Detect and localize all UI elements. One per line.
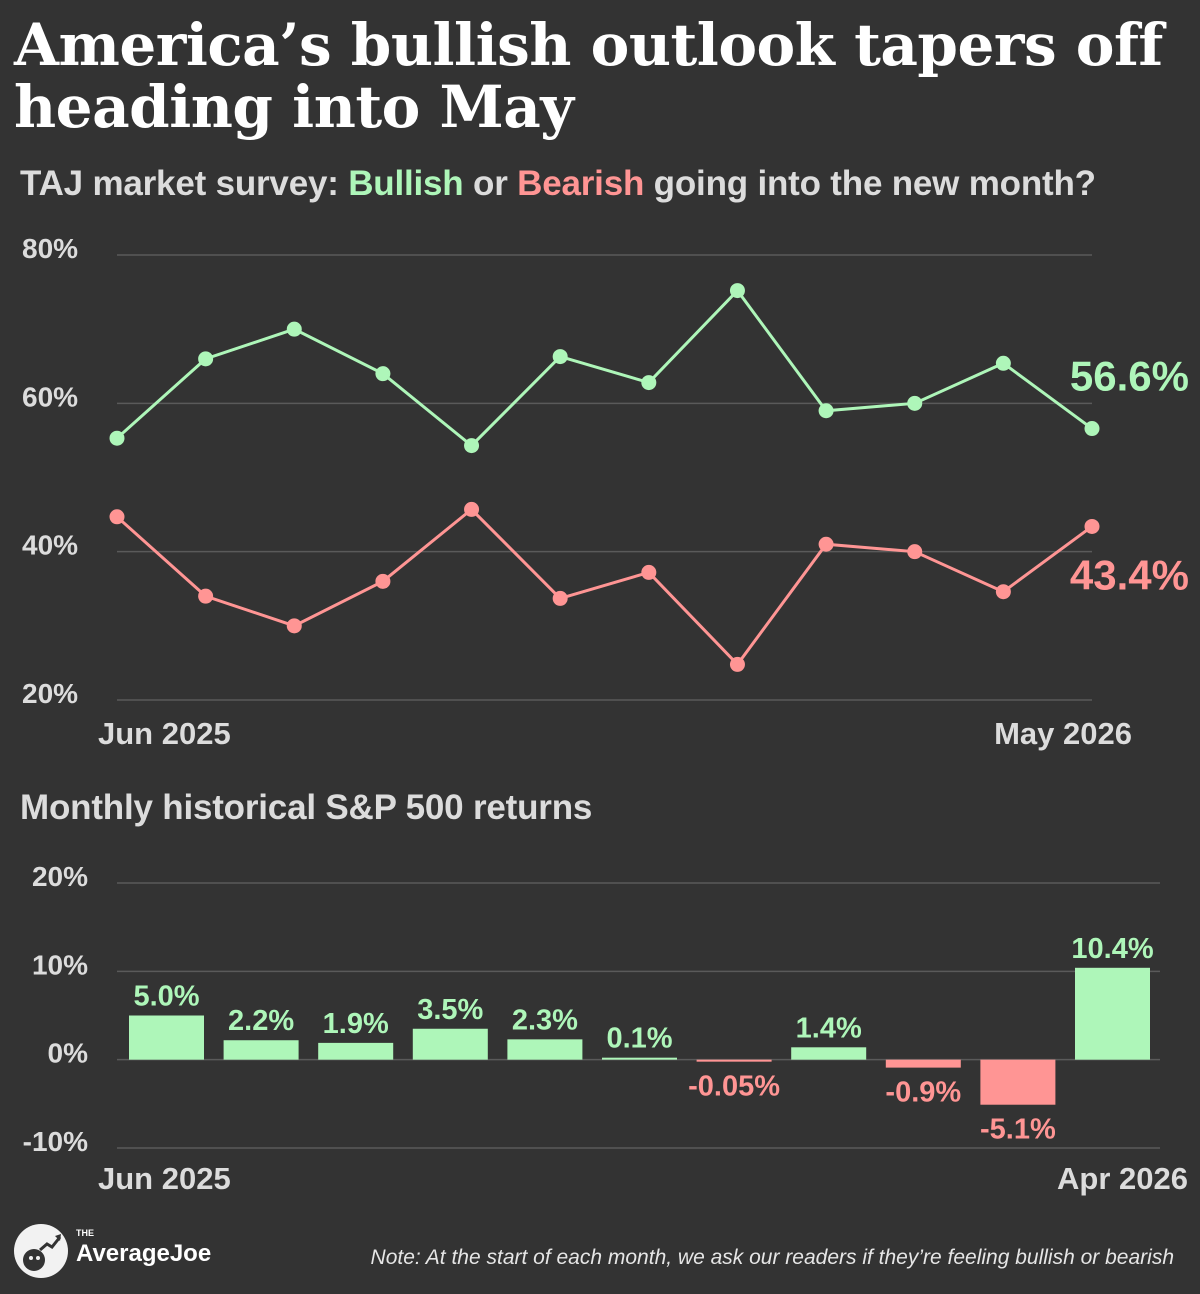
y-tick-label: 10% (32, 949, 88, 980)
bearish-data-point (552, 590, 568, 606)
bullish-data-point (1084, 421, 1100, 437)
bearish-series-line (115, 507, 1093, 667)
bullish-data-point (198, 351, 214, 367)
chart-title: America’s bullish outlook tapers off hea… (14, 11, 1163, 141)
bearish-data-point (729, 656, 745, 672)
bearish-data-point (818, 536, 834, 552)
return-bar-label: 3.5% (417, 994, 483, 1026)
y-tick-label: -10% (23, 1126, 88, 1157)
return-bar (1075, 967, 1150, 1060)
subtitle-bullish: Bullish (348, 164, 464, 203)
return-bar-label: 10.4% (1071, 933, 1153, 965)
y-tick-label: 60% (22, 381, 78, 412)
return-bar-label: -0.9% (885, 1077, 961, 1109)
return-bar-label: 1.4% (796, 1012, 862, 1044)
bearish-data-point (995, 584, 1011, 600)
brand-small-text: THE (76, 1228, 94, 1238)
bearish-data-point (464, 501, 480, 517)
bullish-data-point (109, 430, 125, 446)
line-chart-subtitle: TAJ market survey: Bullish or Bearish go… (20, 164, 1096, 204)
subtitle-bearish: Bearish (517, 164, 645, 203)
return-bar-label: -5.1% (980, 1114, 1056, 1146)
y-tick-label: 20% (32, 861, 88, 892)
bullish-data-point (464, 438, 480, 454)
bullish-data-point (995, 355, 1011, 371)
return-bar (602, 1057, 677, 1060)
bearish-data-point (198, 588, 214, 604)
return-bar (318, 1042, 394, 1060)
subtitle-prefix: TAJ market survey: (20, 164, 349, 203)
x-tick-label-start: Jun 2025 (98, 1161, 231, 1196)
x-tick-label-end: Apr 2026 (1057, 1161, 1188, 1196)
y-tick-label: 20% (22, 678, 78, 709)
bullish-data-point (729, 283, 745, 299)
footer-note: Note: At the start of each month, we ask… (370, 1246, 1174, 1269)
bullish-data-point (552, 349, 568, 365)
bullish-data-point (907, 395, 923, 411)
x-tick-label-start: Jun 2025 (98, 716, 231, 751)
y-tick-label: 80% (22, 233, 78, 264)
return-bar (412, 1028, 488, 1060)
bearish-data-point (286, 618, 302, 634)
bullish-series-line (115, 288, 1093, 448)
return-bar (980, 1059, 1056, 1105)
return-bar-label: 5.0% (133, 981, 199, 1013)
bearish-data-point (375, 573, 391, 589)
bar-chart-subtitle: Monthly historical S&P 500 returns (20, 788, 593, 827)
brand-name: AverageJoe (76, 1240, 212, 1267)
return-bar-label: 2.3% (512, 1004, 578, 1036)
bearish-end-label: 43.4% (1070, 551, 1189, 598)
bullish-data-point (641, 375, 657, 391)
y-tick-label: 0% (48, 1038, 89, 1069)
bullish-end-label: 56.6% (1070, 353, 1189, 400)
brand-logo: THE AverageJoe (14, 1222, 234, 1278)
x-tick-label-end: May 2026 (994, 716, 1132, 751)
return-bar-label: 0.1% (606, 1023, 672, 1055)
return-bar-label: 2.2% (228, 1005, 294, 1037)
returns-bar-chart: 20% 10% 0% -10% 5.0% 2.2% 1.9% 3.5% 2.3% 0.1% -0.0… (23, 861, 1188, 1196)
return-bar (223, 1040, 299, 1060)
return-bar-label: 1.9% (323, 1008, 389, 1040)
bullish-data-point (286, 321, 302, 337)
bullish-data-point (375, 366, 391, 382)
return-bar-label: -0.05% (688, 1071, 780, 1103)
subtitle-middle: or (463, 164, 518, 203)
y-tick-label: 40% (22, 530, 78, 561)
return-bar (885, 1059, 961, 1068)
return-bar (791, 1047, 867, 1060)
return-bar (696, 1059, 772, 1062)
return-bar (129, 1015, 204, 1060)
bearish-data-point (1084, 518, 1100, 534)
bearish-data-point (907, 544, 923, 560)
subtitle-suffix: going into the new month? (644, 164, 1096, 203)
bearish-data-point (641, 564, 657, 580)
return-bar (507, 1039, 583, 1060)
bullish-data-point (818, 403, 834, 419)
sentiment-line-chart: 80% 60% 40% 20% Jun 2025 May 2026 56.6% 43.4% (22, 233, 1189, 751)
average-joe-logo-icon (14, 1224, 68, 1278)
bearish-data-point (109, 509, 125, 525)
